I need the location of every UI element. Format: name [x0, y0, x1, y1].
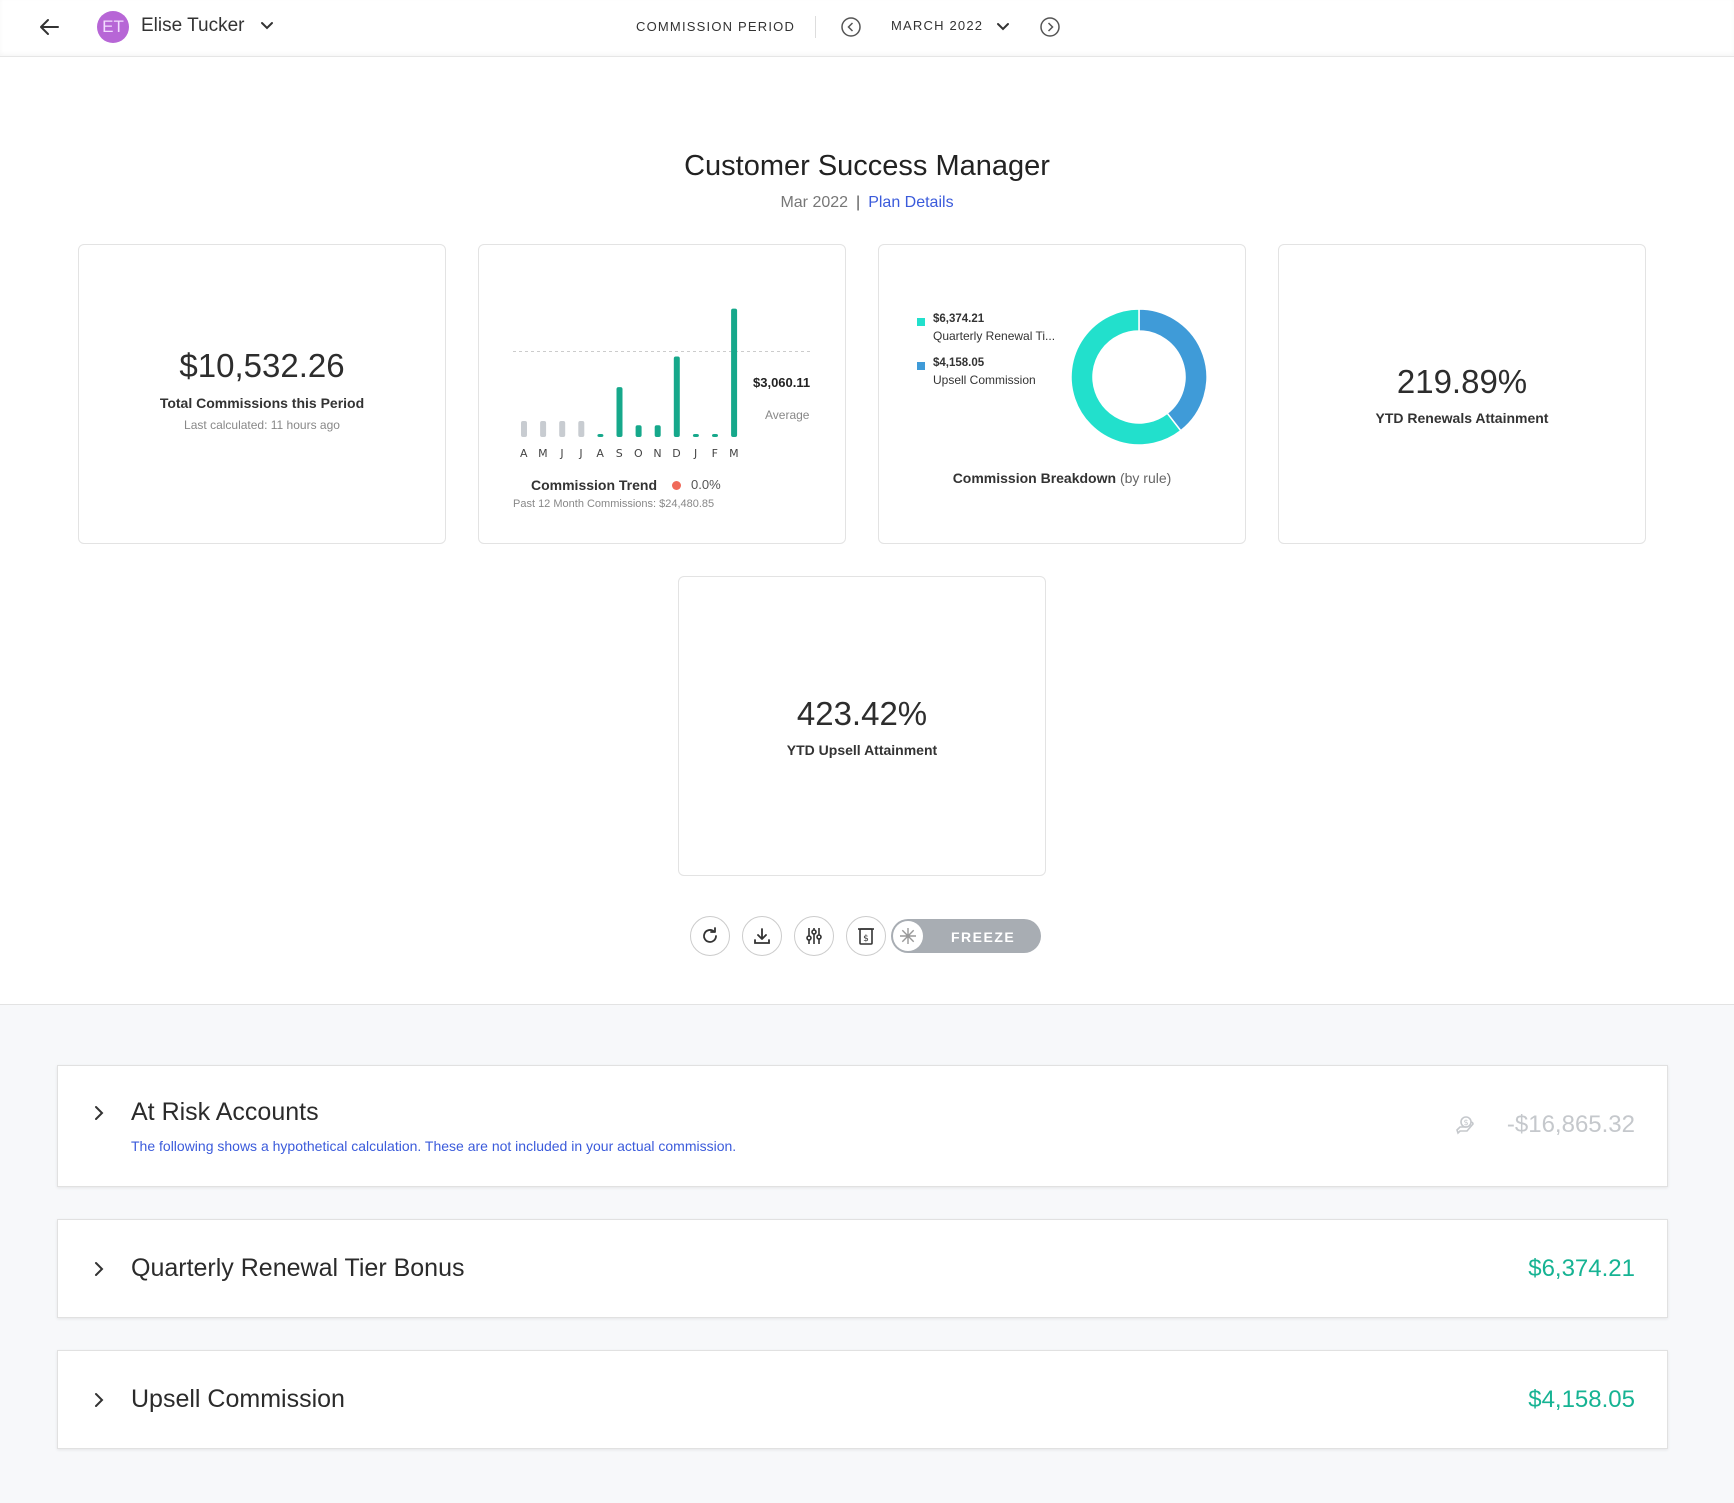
svg-text:$: $: [863, 934, 869, 944]
snowflake-icon: [900, 928, 916, 944]
trend-bar[interactable]: [654, 425, 661, 437]
chevron-right-icon[interactable]: [90, 1104, 108, 1122]
ytd-upsell-card: 423.42% YTD Upsell Attainment: [678, 576, 1046, 876]
trend-bar[interactable]: [692, 434, 699, 437]
panel-amount: $6,374.21: [1528, 1255, 1635, 1282]
at-risk-accounts-panel[interactable]: At Risk Accounts The following shows a h…: [57, 1065, 1668, 1187]
trend-month-label: J: [693, 447, 698, 460]
trend-month-label: S: [616, 447, 623, 460]
legend-name: Upsell Commission: [933, 373, 1036, 387]
divider: [815, 16, 816, 38]
commission-breakdown-donut: [1070, 308, 1208, 446]
refresh-icon: [703, 927, 717, 943]
panel-title: Quarterly Renewal Tier Bonus: [131, 1254, 465, 1282]
panel-title: Upsell Commission: [131, 1385, 345, 1413]
panel-amount: $4,158.05: [1528, 1386, 1635, 1413]
trend-bar[interactable]: [712, 434, 718, 437]
download-icon: [754, 928, 770, 944]
commission-trend-title: Commission Trend: [531, 477, 658, 493]
trend-month-label: O: [634, 447, 643, 460]
trend-bar[interactable]: [731, 308, 738, 437]
trend-bar[interactable]: [597, 434, 604, 437]
freeze-label: FREEZE: [951, 929, 1016, 945]
breakdown-label-qualifier: (by rule): [1119, 470, 1172, 486]
trend-month-label: A: [596, 447, 604, 460]
commission-breakdown-label: Commission Breakdown (by rule): [879, 470, 1245, 486]
donut-slice[interactable]: [1138, 308, 1208, 432]
total-commissions-value: $10,532.26: [179, 347, 345, 384]
trend-month-label: N: [653, 447, 662, 460]
money-statement-icon: $: [858, 928, 874, 945]
trend-month-label: M: [729, 447, 739, 460]
chevron-right-icon[interactable]: [90, 1260, 108, 1278]
ytd-renewals-value: 219.89%: [1396, 363, 1528, 400]
chevron-down-icon[interactable]: [258, 17, 276, 35]
past-12-month-commissions: Past 12 Month Commissions: $24,480.85: [513, 498, 715, 510]
trend-bar[interactable]: [616, 387, 623, 437]
trend-bar[interactable]: [559, 421, 566, 437]
trend-month-label: D: [672, 447, 681, 460]
avatar[interactable]: ET: [97, 11, 129, 43]
svg-text:$: $: [1463, 1118, 1468, 1127]
ytd-renewals-label: YTD Renewals Attainment: [1375, 410, 1549, 426]
panel-amount: -$16,865.32: [1506, 1111, 1635, 1138]
trend-month-label: J: [578, 447, 583, 460]
hypothetical-note: The following shows a hypothetical calcu…: [131, 1138, 737, 1154]
period-selector[interactable]: MARCH 2022: [891, 18, 984, 33]
adjustments-button[interactable]: [794, 916, 834, 956]
plan-details-link[interactable]: Plan Details: [868, 194, 954, 211]
chevron-down-icon[interactable]: [994, 18, 1012, 36]
plan-period: Mar 2022: [780, 194, 849, 211]
plan-subtitle: Mar 2022 | Plan Details: [0, 194, 1734, 212]
trend-current-value: $3,060.11: [753, 375, 810, 390]
user-name[interactable]: Elise Tucker: [141, 15, 245, 36]
freeze-toggle-knob: [893, 921, 923, 951]
commission-trend-card[interactable]: A M J J A S O N D J F M $3,060.11 Average Commission …: [478, 244, 846, 544]
ytd-renewals-card: 219.89% YTD Renewals Attainment: [1278, 244, 1646, 544]
ytd-upsell-label: YTD Upsell Attainment: [786, 742, 938, 758]
refresh-button[interactable]: [690, 916, 730, 956]
total-commissions-card: $10,532.26 Total Commissions this Period…: [78, 244, 446, 544]
page-title: Customer Success Manager: [684, 150, 1050, 182]
quarterly-renewal-panel[interactable]: Quarterly Renewal Tier Bonus $6,374.21: [57, 1219, 1668, 1318]
last-calculated: Last calculated: 11 hours ago: [184, 418, 340, 432]
previous-period-icon[interactable]: [840, 16, 862, 38]
trend-bar[interactable]: [578, 421, 585, 437]
trend-month-label: J: [559, 447, 564, 460]
breakdown-label-main: Commission Breakdown: [952, 470, 1117, 486]
legend-swatch: [917, 362, 925, 370]
trend-bar[interactable]: [521, 421, 527, 437]
trend-indicator-dot: [672, 481, 681, 490]
legend-name: Quarterly Renewal Ti...: [933, 329, 1056, 343]
hypothetical-money-icon: $: [1453, 1114, 1477, 1138]
trend-bar[interactable]: [635, 425, 642, 437]
freeze-toggle[interactable]: FREEZE: [891, 919, 1041, 953]
commission-period-label: COMMISSION PERIOD: [636, 19, 796, 34]
total-commissions-label: Total Commissions this Period: [159, 395, 365, 411]
chevron-right-icon[interactable]: [90, 1391, 108, 1409]
separator: |: [856, 194, 861, 211]
payout-button[interactable]: $: [846, 916, 886, 956]
sliders-icon: [806, 928, 822, 944]
trend-month-label: A: [520, 447, 528, 460]
trend-bar[interactable]: [673, 356, 680, 437]
trend-month-label: F: [712, 447, 719, 460]
donut-slice[interactable]: [1070, 308, 1182, 446]
next-period-icon[interactable]: [1039, 16, 1061, 38]
trend-bar[interactable]: [540, 421, 547, 437]
back-arrow-icon[interactable]: [34, 12, 64, 42]
trend-month-label: M: [538, 447, 548, 460]
top-bar: ET Elise Tucker COMMISSION PERIOD MARCH …: [0, 0, 1734, 57]
legend-swatch: [917, 318, 925, 326]
legend-value: $4,158.05: [933, 357, 985, 369]
average-label: Average: [765, 408, 810, 422]
ytd-upsell-value: 423.42%: [796, 695, 928, 732]
commission-breakdown-card[interactable]: $6,374.21 Quarterly Renewal Ti... $4,158…: [878, 244, 1246, 544]
upsell-commission-panel[interactable]: Upsell Commission $4,158.05: [57, 1350, 1668, 1449]
trend-change: 0.0%: [691, 477, 721, 492]
download-button[interactable]: [742, 916, 782, 956]
legend-value: $6,374.21: [933, 313, 985, 325]
panel-title: At Risk Accounts: [131, 1098, 319, 1126]
